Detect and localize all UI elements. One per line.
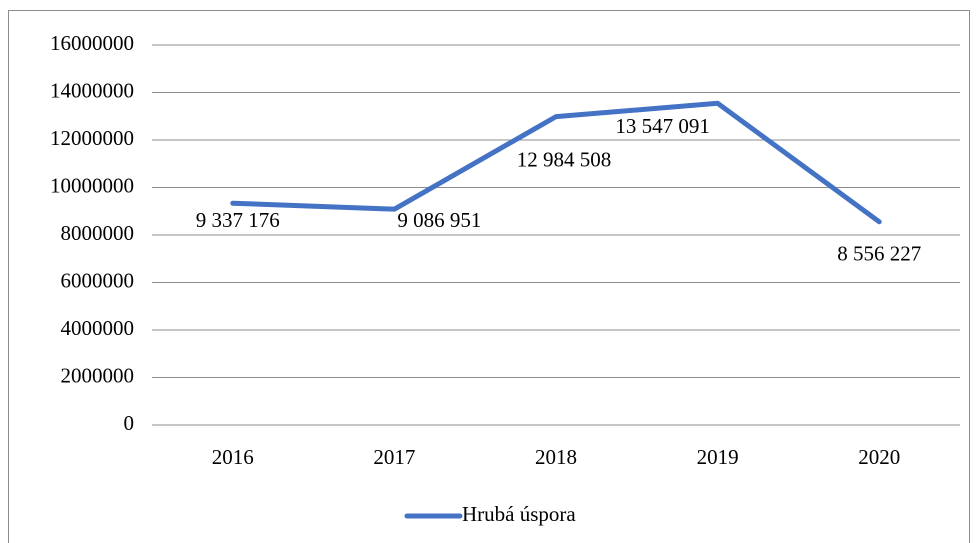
data-label: 8 556 227 (837, 242, 921, 266)
series-line (230, 100, 882, 225)
y-tick-label: 0 (124, 411, 135, 435)
y-tick-label: 10000000 (50, 173, 134, 197)
y-tick-label: 4000000 (61, 316, 135, 340)
legend-label: Hrubá úspora (462, 502, 576, 526)
data-label: 9 337 176 (196, 208, 280, 232)
y-tick-label: 14000000 (50, 78, 134, 102)
y-tick-label: 12000000 (50, 126, 134, 150)
y-tick-label: 8000000 (61, 221, 135, 245)
data-label: 12 984 508 (517, 147, 612, 171)
x-tick-label: 2017 (373, 445, 415, 469)
y-tick-label: 16000000 (50, 31, 134, 55)
x-tick-label: 2016 (212, 445, 254, 469)
x-tick-label: 2019 (697, 445, 739, 469)
x-tick-label: 2018 (535, 445, 577, 469)
x-tick-label: 2020 (858, 445, 900, 469)
data-label: 9 086 951 (397, 208, 481, 232)
chart-frame (8, 10, 970, 543)
y-tick-label: 6000000 (61, 268, 135, 292)
data-label: 13 547 091 (615, 114, 710, 138)
y-tick-label: 2000000 (61, 363, 135, 387)
